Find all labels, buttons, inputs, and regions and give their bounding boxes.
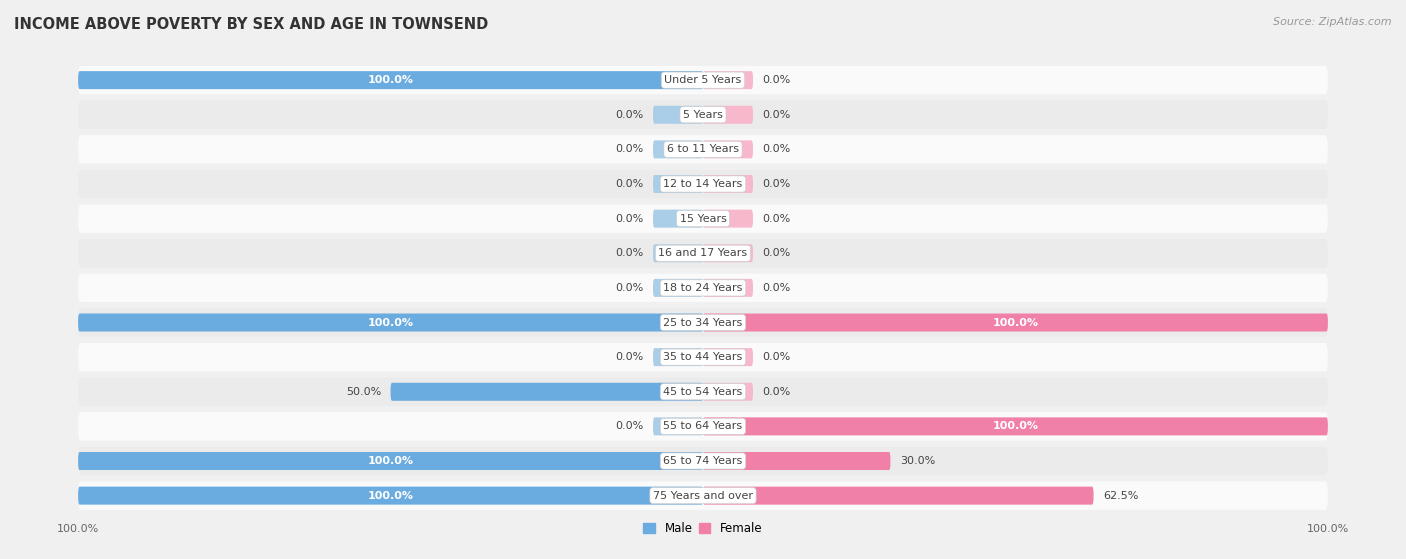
Text: Source: ZipAtlas.com: Source: ZipAtlas.com <box>1274 17 1392 27</box>
FancyBboxPatch shape <box>703 314 1327 331</box>
FancyBboxPatch shape <box>79 447 1327 475</box>
FancyBboxPatch shape <box>79 101 1327 129</box>
Text: 0.0%: 0.0% <box>616 421 644 432</box>
Text: 0.0%: 0.0% <box>762 144 790 154</box>
Text: 0.0%: 0.0% <box>762 387 790 397</box>
Text: 100.0%: 100.0% <box>993 318 1039 328</box>
FancyBboxPatch shape <box>703 279 754 297</box>
FancyBboxPatch shape <box>79 239 1327 267</box>
FancyBboxPatch shape <box>79 452 703 470</box>
Text: 25 to 34 Years: 25 to 34 Years <box>664 318 742 328</box>
FancyBboxPatch shape <box>703 71 754 89</box>
Text: 0.0%: 0.0% <box>762 75 790 85</box>
Text: 30.0%: 30.0% <box>900 456 935 466</box>
FancyBboxPatch shape <box>652 140 703 158</box>
Text: 0.0%: 0.0% <box>762 352 790 362</box>
FancyBboxPatch shape <box>703 106 754 124</box>
FancyBboxPatch shape <box>652 348 703 366</box>
Legend: Male, Female: Male, Female <box>638 517 768 539</box>
FancyBboxPatch shape <box>79 481 1327 510</box>
Text: 55 to 64 Years: 55 to 64 Years <box>664 421 742 432</box>
Text: 100.0%: 100.0% <box>367 456 413 466</box>
FancyBboxPatch shape <box>79 412 1327 440</box>
Text: 45 to 54 Years: 45 to 54 Years <box>664 387 742 397</box>
FancyBboxPatch shape <box>652 175 703 193</box>
Text: 18 to 24 Years: 18 to 24 Years <box>664 283 742 293</box>
Text: 75 Years and over: 75 Years and over <box>652 491 754 501</box>
Text: 0.0%: 0.0% <box>616 352 644 362</box>
FancyBboxPatch shape <box>79 309 1327 337</box>
FancyBboxPatch shape <box>652 106 703 124</box>
FancyBboxPatch shape <box>703 418 1327 435</box>
Text: 100.0%: 100.0% <box>367 318 413 328</box>
FancyBboxPatch shape <box>79 343 1327 371</box>
Text: 0.0%: 0.0% <box>616 179 644 189</box>
Text: 0.0%: 0.0% <box>616 283 644 293</box>
Text: 0.0%: 0.0% <box>616 248 644 258</box>
FancyBboxPatch shape <box>79 314 703 331</box>
FancyBboxPatch shape <box>652 279 703 297</box>
FancyBboxPatch shape <box>652 210 703 228</box>
FancyBboxPatch shape <box>79 71 703 89</box>
Text: 6 to 11 Years: 6 to 11 Years <box>666 144 740 154</box>
FancyBboxPatch shape <box>703 348 754 366</box>
FancyBboxPatch shape <box>703 487 1094 505</box>
FancyBboxPatch shape <box>703 210 754 228</box>
FancyBboxPatch shape <box>79 487 703 505</box>
FancyBboxPatch shape <box>391 383 703 401</box>
FancyBboxPatch shape <box>79 66 1327 94</box>
FancyBboxPatch shape <box>79 377 1327 406</box>
Text: 35 to 44 Years: 35 to 44 Years <box>664 352 742 362</box>
FancyBboxPatch shape <box>652 418 703 435</box>
FancyBboxPatch shape <box>703 175 754 193</box>
FancyBboxPatch shape <box>703 452 890 470</box>
Text: 15 Years: 15 Years <box>679 214 727 224</box>
Text: 0.0%: 0.0% <box>762 248 790 258</box>
Text: 100.0%: 100.0% <box>993 421 1039 432</box>
Text: 50.0%: 50.0% <box>346 387 381 397</box>
Text: 0.0%: 0.0% <box>762 214 790 224</box>
FancyBboxPatch shape <box>79 274 1327 302</box>
Text: 65 to 74 Years: 65 to 74 Years <box>664 456 742 466</box>
Text: 0.0%: 0.0% <box>616 144 644 154</box>
FancyBboxPatch shape <box>703 244 754 262</box>
FancyBboxPatch shape <box>652 244 703 262</box>
Text: 100.0%: 100.0% <box>367 491 413 501</box>
Text: 0.0%: 0.0% <box>762 110 790 120</box>
FancyBboxPatch shape <box>703 140 754 158</box>
Text: 0.0%: 0.0% <box>762 179 790 189</box>
Text: 0.0%: 0.0% <box>762 283 790 293</box>
Text: 16 and 17 Years: 16 and 17 Years <box>658 248 748 258</box>
Text: 5 Years: 5 Years <box>683 110 723 120</box>
Text: 12 to 14 Years: 12 to 14 Years <box>664 179 742 189</box>
Text: INCOME ABOVE POVERTY BY SEX AND AGE IN TOWNSEND: INCOME ABOVE POVERTY BY SEX AND AGE IN T… <box>14 17 488 32</box>
Text: Under 5 Years: Under 5 Years <box>665 75 741 85</box>
FancyBboxPatch shape <box>79 205 1327 233</box>
FancyBboxPatch shape <box>703 383 754 401</box>
Text: 0.0%: 0.0% <box>616 110 644 120</box>
Text: 0.0%: 0.0% <box>616 214 644 224</box>
Text: 100.0%: 100.0% <box>367 75 413 85</box>
Text: 62.5%: 62.5% <box>1102 491 1139 501</box>
FancyBboxPatch shape <box>79 135 1327 164</box>
FancyBboxPatch shape <box>79 170 1327 198</box>
